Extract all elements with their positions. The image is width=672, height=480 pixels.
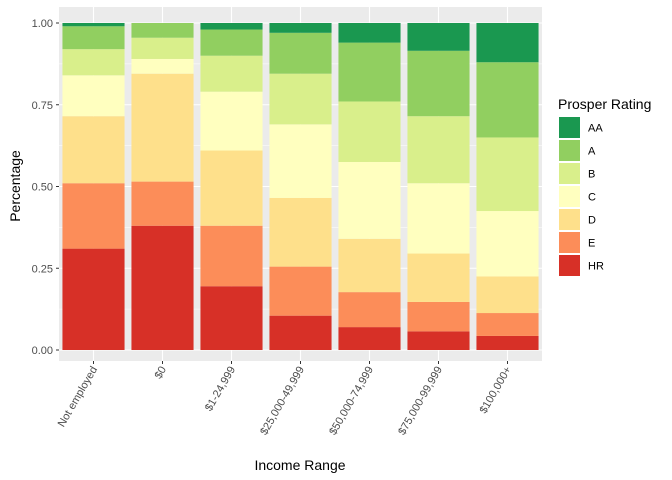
bar-segment-d xyxy=(269,197,332,267)
bar-segment-e xyxy=(476,313,539,336)
bar-segment-e xyxy=(269,266,332,316)
bar-segment-hr xyxy=(476,335,539,350)
bars xyxy=(62,23,539,350)
x-tick-label: $0 xyxy=(153,365,170,382)
legend-label: D xyxy=(588,215,596,227)
x-tick-label: Not employed xyxy=(56,365,100,430)
x-axis: Not employed $0 $1-24,999 $25,000-49,999 $50… xyxy=(56,361,514,437)
bar-segment-hr xyxy=(200,286,263,350)
legend-label: A xyxy=(588,146,596,158)
bar-segment-b xyxy=(407,116,470,184)
bar-segment-a xyxy=(131,23,194,38)
x-tick-label: $75,000-99,999 xyxy=(396,365,445,438)
bar-segment-a xyxy=(269,32,332,74)
bar-segment-aa xyxy=(407,23,470,51)
bar-segment-d xyxy=(200,150,263,226)
bar-segment-a xyxy=(200,29,263,56)
legend-key-aa xyxy=(559,117,580,138)
bar-segment-e xyxy=(62,183,125,249)
bar-segment-e xyxy=(338,292,401,328)
bar-segment-aa xyxy=(269,23,332,33)
bar-segment-d xyxy=(407,253,470,302)
bar-segment-a xyxy=(407,50,470,117)
bar-segment-e xyxy=(131,181,194,226)
bar-segment-aa xyxy=(476,23,539,63)
y-tick-label: 0.25 xyxy=(32,263,53,275)
bar-segment-hr xyxy=(407,331,470,350)
bar-segment-d xyxy=(131,73,194,182)
bar-segment-d xyxy=(338,238,401,293)
legend-label: E xyxy=(588,238,595,250)
bar-segment-b xyxy=(269,73,332,125)
legend-key-hr xyxy=(559,255,580,276)
legend-title: Prosper Rating xyxy=(558,96,651,112)
bar-segment-c xyxy=(338,161,401,239)
bar-segment-aa xyxy=(200,23,263,30)
y-tick-label: 1.00 xyxy=(32,18,53,30)
bar-segment-b xyxy=(476,137,539,212)
y-axis: 0.00 0.25 0.50 0.75 1.00 xyxy=(32,18,59,357)
bar-segment-b xyxy=(62,49,125,76)
bar-segment-a xyxy=(338,42,401,102)
legend-label: HR xyxy=(588,261,604,273)
bar-segment-d xyxy=(476,276,539,314)
bar-segment-c xyxy=(200,91,263,151)
bar-segment-hr xyxy=(269,315,332,350)
bar-segment-hr xyxy=(338,327,401,350)
y-tick-label: 0.75 xyxy=(32,100,53,112)
legend-key-c xyxy=(559,186,580,207)
legend-key-d xyxy=(559,209,580,230)
bar-segment-b xyxy=(200,55,263,92)
y-axis-title: Percentage xyxy=(7,150,23,222)
legend-key-a xyxy=(559,140,580,161)
x-tick-label: $50,000-74,999 xyxy=(327,365,376,438)
legend-label: AA xyxy=(588,123,603,135)
x-axis-title: Income Range xyxy=(254,457,345,473)
x-tick-label: $1-24,999 xyxy=(203,365,238,414)
bar-segment-c xyxy=(476,211,539,277)
bar-segment-b xyxy=(131,37,194,59)
bar-segment-a xyxy=(62,26,125,50)
legend-key-b xyxy=(559,163,580,184)
y-tick-label: 0.50 xyxy=(32,182,53,194)
y-tick-label: 0.00 xyxy=(32,345,53,357)
bar-segment-aa xyxy=(338,23,401,43)
bar-segment-e xyxy=(407,301,470,332)
bar-segment-hr xyxy=(62,248,125,350)
bar-segment-a xyxy=(476,62,539,138)
bar-segment-c xyxy=(62,75,125,117)
bar-segment-hr xyxy=(131,225,194,350)
legend-label: B xyxy=(588,169,595,181)
bar-segment-c xyxy=(269,124,332,198)
x-tick-label: $25,000-49,999 xyxy=(258,365,307,438)
bar-segment-b xyxy=(338,101,401,162)
bar-segment-aa xyxy=(62,23,125,27)
legend-label: C xyxy=(588,192,596,204)
bar-segment-c xyxy=(407,183,470,254)
bar-segment-e xyxy=(200,225,263,287)
bar-segment-d xyxy=(62,116,125,184)
legend-key-e xyxy=(559,232,580,253)
x-tick-label: $100,000+ xyxy=(478,365,515,416)
bar-segment-c xyxy=(131,58,194,74)
